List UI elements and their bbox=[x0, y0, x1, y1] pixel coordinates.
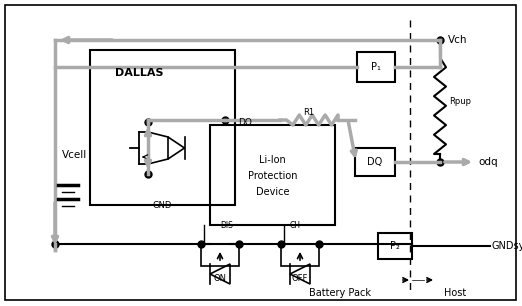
Bar bbox=[357, 52, 395, 82]
Text: Rpup: Rpup bbox=[449, 96, 471, 106]
Text: DQ: DQ bbox=[367, 157, 383, 167]
Text: Battery Pack: Battery Pack bbox=[309, 288, 371, 298]
Text: Vch: Vch bbox=[448, 35, 468, 45]
Text: DQ: DQ bbox=[238, 118, 252, 127]
Text: Host: Host bbox=[444, 288, 466, 298]
Text: GNDsyst: GNDsyst bbox=[492, 241, 522, 251]
Text: Protection: Protection bbox=[248, 171, 297, 181]
Text: P₂: P₂ bbox=[390, 241, 400, 251]
Text: DALLAS: DALLAS bbox=[115, 68, 163, 78]
Text: R1: R1 bbox=[303, 108, 315, 117]
Text: Device: Device bbox=[256, 187, 289, 197]
Text: CH: CH bbox=[290, 221, 301, 230]
Text: ON: ON bbox=[213, 274, 227, 283]
Bar bbox=[90, 50, 235, 205]
Text: OFF: OFF bbox=[292, 274, 308, 283]
Text: Vcell: Vcell bbox=[62, 150, 87, 160]
Bar bbox=[201, 244, 239, 266]
Bar bbox=[355, 148, 395, 176]
Bar bbox=[210, 125, 335, 225]
Text: P₁: P₁ bbox=[371, 62, 381, 72]
Text: odq: odq bbox=[478, 157, 497, 167]
Text: DIS: DIS bbox=[220, 221, 233, 230]
Bar bbox=[281, 244, 319, 266]
Text: Li-Ion: Li-Ion bbox=[259, 155, 286, 165]
Text: GND: GND bbox=[152, 201, 172, 210]
Bar bbox=[378, 233, 412, 259]
